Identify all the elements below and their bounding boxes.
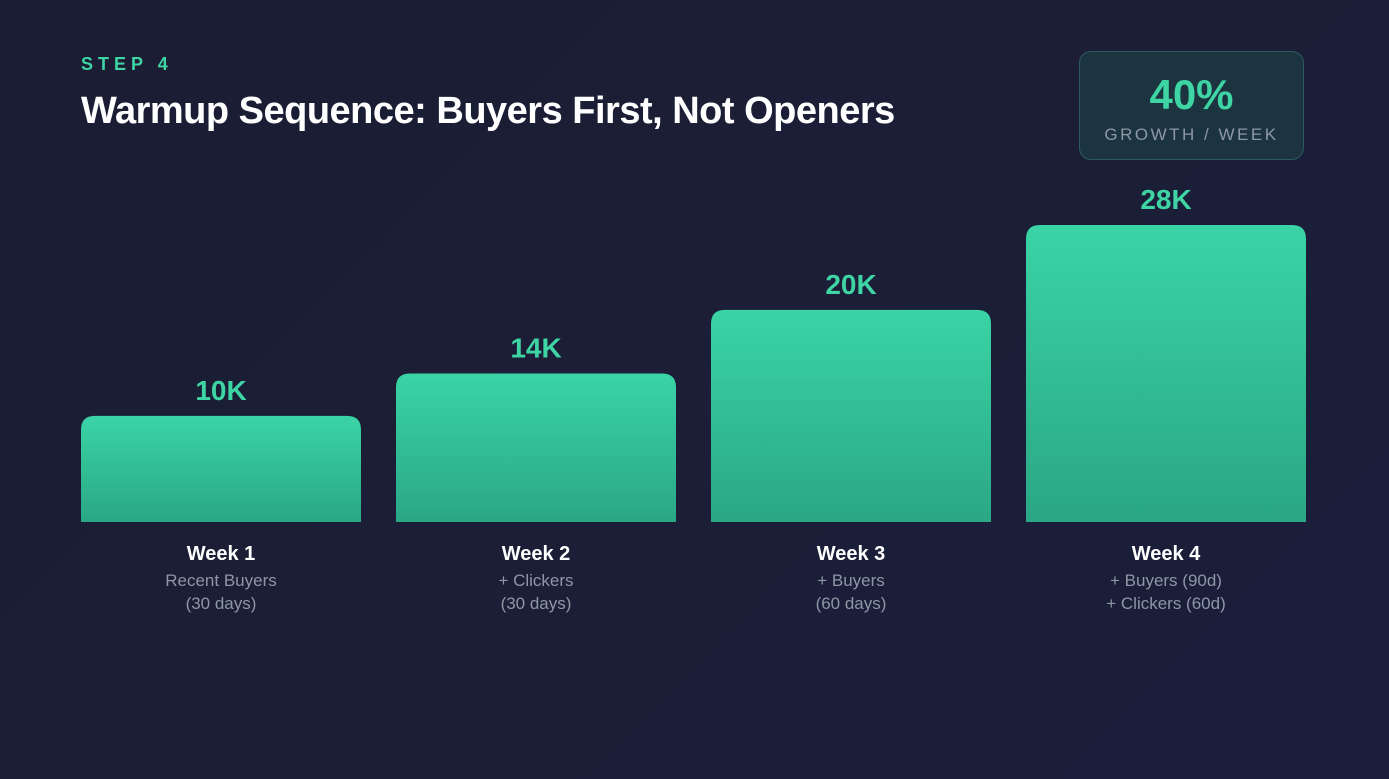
category-description: (60 days) [816, 594, 887, 613]
category-description: + Buyers [817, 571, 885, 590]
bar-value-label: 28K [1140, 184, 1191, 215]
category-label: Week 3 [817, 543, 886, 565]
bar-week-1 [81, 415, 361, 522]
category-label: Week 2 [502, 543, 571, 565]
category-description: Recent Buyers [165, 571, 277, 590]
category-label: Week 4 [1132, 543, 1201, 565]
category-description: (30 days) [186, 594, 257, 613]
category-description: + Clickers (60d) [1106, 594, 1226, 613]
category-description: + Buyers (90d) [1110, 571, 1222, 590]
bar-value-label: 10K [195, 375, 246, 406]
bar-week-4 [1026, 225, 1306, 522]
bar-value-label: 14K [510, 333, 561, 364]
bar-value-label: 20K [825, 269, 876, 300]
growth-badge: 40% GROWTH / WEEK [1079, 51, 1304, 160]
growth-value: 40% [1149, 71, 1234, 118]
page-title: Warmup Sequence: Buyers First, Not Opene… [81, 90, 895, 132]
step-label: STEP 4 [81, 54, 173, 74]
bars-group: 10K Week 1 Recent Buyers (30 days) 14K Week 2… [81, 184, 1306, 613]
bar-week-2 [396, 373, 676, 522]
category-label: Week 1 [187, 543, 256, 565]
bar-week-3 [711, 309, 991, 522]
category-description: + Clickers [498, 571, 573, 590]
category-description: (30 days) [501, 594, 572, 613]
growth-label: GROWTH / WEEK [1104, 125, 1279, 144]
